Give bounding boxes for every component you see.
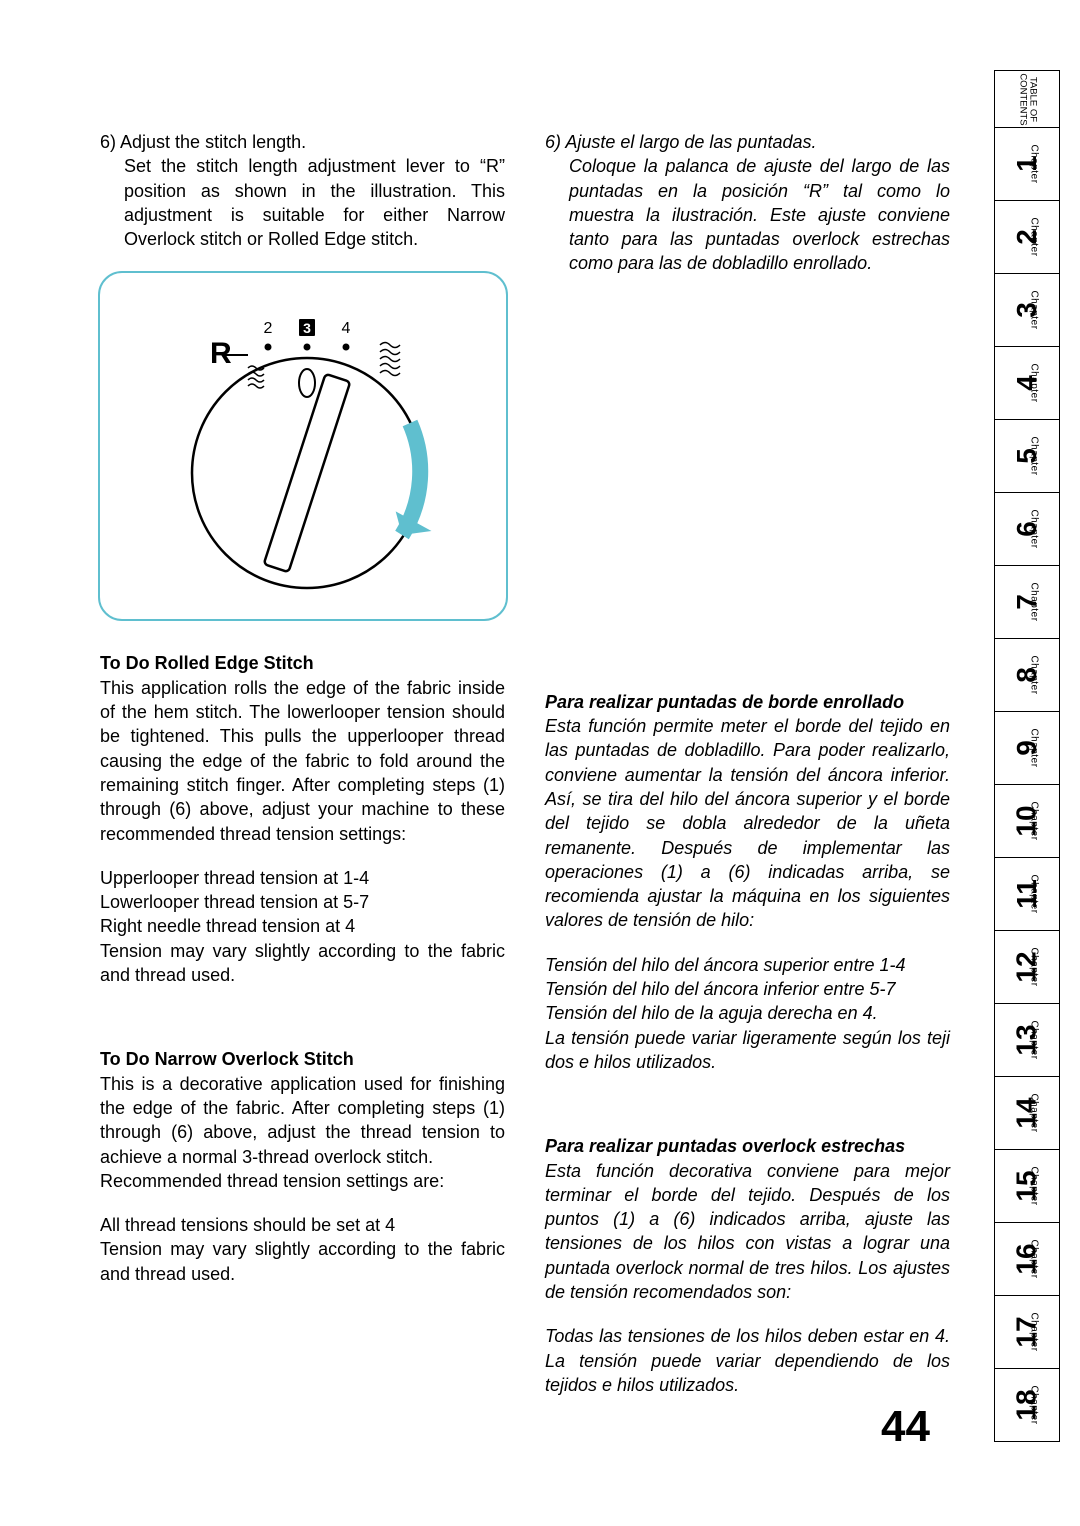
tab-chapter-2[interactable]: 2Chapter xyxy=(994,200,1060,274)
tension-line: Upperlooper thread tension at 1-4 xyxy=(100,866,505,890)
tension-line: Tensión del hilo del áncora inferior ent… xyxy=(545,977,950,1001)
tab-toc[interactable]: TABLE OFCONTENTS xyxy=(994,70,1060,128)
toc-label: TABLE OFCONTENTS xyxy=(1017,73,1038,125)
step6-lead-es: 6) Ajuste el largo de las puntadas. xyxy=(545,130,950,154)
tab-chapter-16[interactable]: 16Chapter xyxy=(994,1222,1060,1296)
tension-line: Right needle thread tension at 4 xyxy=(100,914,505,938)
stitch-length-diagram: 2 3 3 4 R xyxy=(98,271,508,621)
tab-chapter-14[interactable]: 14Chapter xyxy=(994,1076,1060,1150)
rolled-tensions-es: Tensión del hilo del áncora superior ent… xyxy=(545,953,950,1074)
step6-body-es: Coloque la palanca de ajuste del largo d… xyxy=(545,154,950,275)
narrow-heading-es: Para realizar puntadas overlock estrecha… xyxy=(545,1134,950,1158)
tension-line: Tension may vary slightly according to t… xyxy=(100,939,505,988)
narrow-heading-en: To Do Narrow Overlock Stitch xyxy=(100,1047,505,1071)
r-label: R xyxy=(210,337,232,370)
tab-chapter-6[interactable]: 6Chapter xyxy=(994,492,1060,566)
tab-chapter-9[interactable]: 9Chapter xyxy=(994,711,1060,785)
narrow-rec-en: Recommended thread tension settings are: xyxy=(100,1169,505,1193)
tab-chapter-label: Chapter xyxy=(1027,290,1041,329)
narrow-body-es: Esta función decorativa conviene para me… xyxy=(545,1159,950,1305)
svg-text:3: 3 xyxy=(303,320,311,336)
spanish-step6: 6) Ajuste el largo de las puntadas. Colo… xyxy=(545,130,950,276)
tab-chapter-label: Chapter xyxy=(1027,1020,1041,1059)
tab-chapter-label: Chapter xyxy=(1027,1093,1041,1132)
rolled-body-es: Esta función permite meter el borde del … xyxy=(545,714,950,933)
tab-chapter-18[interactable]: 18Chapter xyxy=(994,1368,1060,1442)
rolled-heading-es: Para realizar puntadas de borde enrollad… xyxy=(545,690,950,714)
diagram-container: 2 3 3 4 R xyxy=(100,271,505,621)
tab-chapter-label: Chapter xyxy=(1027,144,1041,183)
tension-line: Tensión del hilo del áncora superior ent… xyxy=(545,953,950,977)
tab-chapter-11[interactable]: 11Chapter xyxy=(994,857,1060,931)
rolled-heading-en: To Do Rolled Edge Stitch xyxy=(100,651,505,675)
tab-chapter-17[interactable]: 17Chapter xyxy=(994,1295,1060,1369)
tab-chapter-13[interactable]: 13Chapter xyxy=(994,1003,1060,1077)
rolled-body-en: This application rolls the edge of the f… xyxy=(100,676,505,846)
tab-chapter-label: Chapter xyxy=(1027,1312,1041,1351)
tab-chapter-label: Chapter xyxy=(1027,801,1041,840)
mark-2: 2 xyxy=(263,320,272,337)
tension-line: All thread tensions should be set at 4 xyxy=(100,1213,505,1237)
tension-line: Lowerlooper thread tension at 5-7 xyxy=(100,890,505,914)
tension-line: Tensión del hilo de la aguja derecha en … xyxy=(545,1001,950,1025)
tab-chapter-label: Chapter xyxy=(1027,582,1041,621)
tab-chapter-1[interactable]: 1Chapter xyxy=(994,127,1060,201)
tab-chapter-label: Chapter xyxy=(1027,436,1041,475)
tension-line: Todas las tensiones de los hilos deben e… xyxy=(545,1324,950,1397)
rolled-tensions-en: Upperlooper thread tension at 1-4 Lowerl… xyxy=(100,866,505,987)
tab-chapter-label: Chapter xyxy=(1027,1239,1041,1278)
tab-chapter-label: Chapter xyxy=(1027,217,1041,256)
tab-chapter-15[interactable]: 15Chapter xyxy=(994,1149,1060,1223)
step6-lead-en: 6) Adjust the stitch length. xyxy=(100,130,505,154)
narrow-body-en: This is a decorative application used fo… xyxy=(100,1072,505,1169)
tab-chapter-label: Chapter xyxy=(1027,947,1041,986)
tab-chapter-4[interactable]: 4Chapter xyxy=(994,346,1060,420)
narrow-tensions-es: Todas las tensiones de los hilos deben e… xyxy=(545,1324,950,1397)
tab-chapter-label: Chapter xyxy=(1027,874,1041,913)
tension-line: La tensión puede variar ligeramente segú… xyxy=(545,1026,950,1075)
english-step6: 6) Adjust the stitch length. Set the sti… xyxy=(100,130,505,251)
tab-chapter-label: Chapter xyxy=(1027,363,1041,402)
tab-chapter-7[interactable]: 7Chapter xyxy=(994,565,1060,639)
tab-chapter-8[interactable]: 8Chapter xyxy=(994,638,1060,712)
chapter-tabs: TABLE OFCONTENTS 1Chapter2Chapter3Chapte… xyxy=(994,70,1060,1441)
tab-chapter-12[interactable]: 12Chapter xyxy=(994,930,1060,1004)
page-number: 44 xyxy=(881,1397,930,1456)
tab-chapter-label: Chapter xyxy=(1027,655,1041,694)
tab-chapter-5[interactable]: 5Chapter xyxy=(994,419,1060,493)
tension-line: Tension may vary slightly according to t… xyxy=(100,1237,505,1286)
narrow-tensions-en: All thread tensions should be set at 4 T… xyxy=(100,1213,505,1286)
tab-chapter-10[interactable]: 10Chapter xyxy=(994,784,1060,858)
tab-chapter-label: Chapter xyxy=(1027,509,1041,548)
step6-body-en: Set the stitch length adjustment lever t… xyxy=(100,154,505,251)
tab-chapter-label: Chapter xyxy=(1027,1385,1041,1424)
mark-4: 4 xyxy=(341,320,350,337)
tab-chapter-3[interactable]: 3Chapter xyxy=(994,273,1060,347)
tab-chapter-label: Chapter xyxy=(1027,728,1041,767)
tab-chapter-label: Chapter xyxy=(1027,1166,1041,1205)
